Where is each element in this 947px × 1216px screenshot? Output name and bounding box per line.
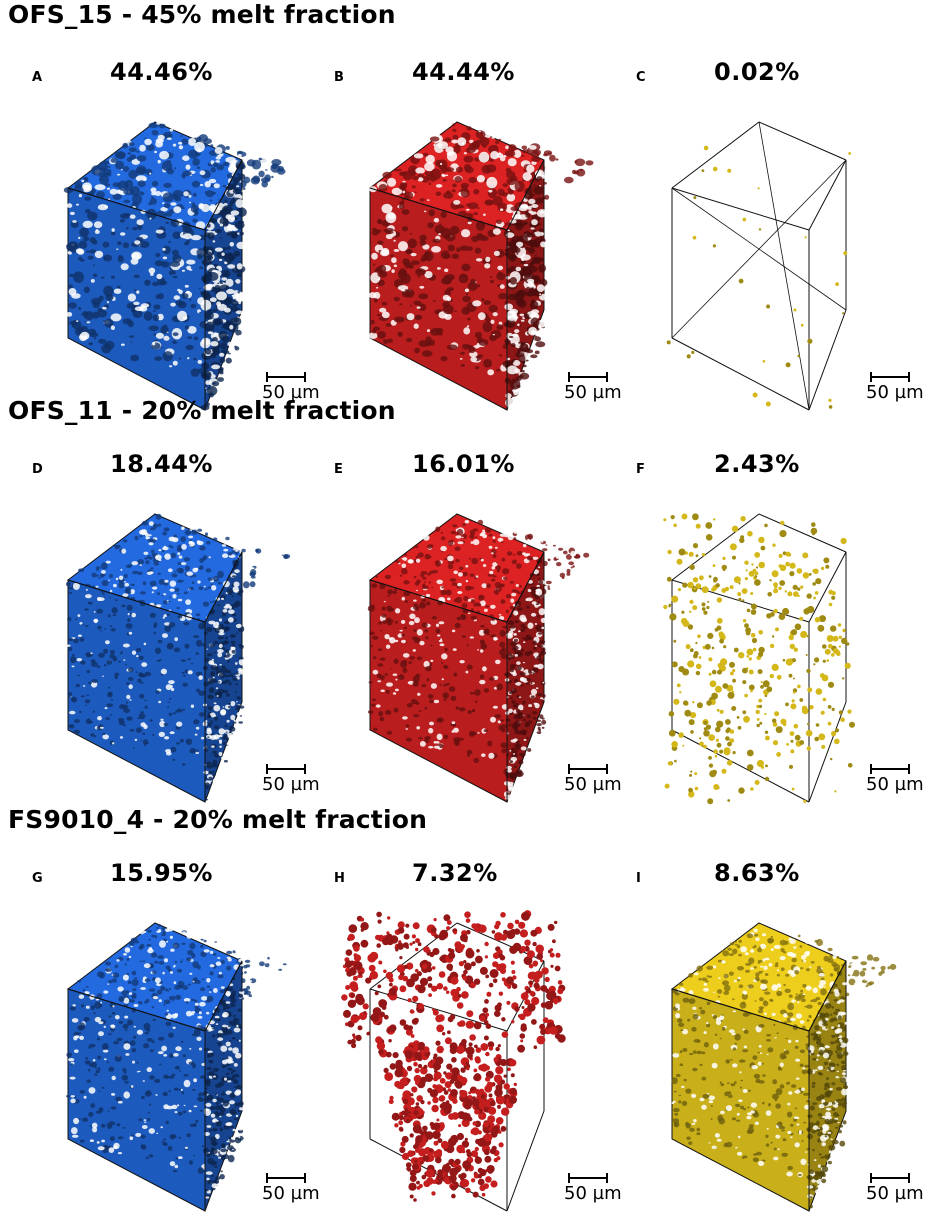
row-title-fs9010: FS9010_4 - 20% melt fraction	[8, 805, 427, 834]
cube-render-e	[312, 452, 612, 807]
cube-render-a	[10, 60, 310, 415]
scale-bar-line	[870, 376, 910, 378]
panel-letter: B	[334, 70, 344, 85]
panel-g: G 15.95% 50 µm	[10, 861, 310, 1216]
scale-bar-line	[266, 768, 306, 770]
panel-h: H 7.32% 50 µm	[312, 861, 612, 1216]
scale-bar-line	[568, 376, 608, 378]
cube-render-d	[10, 452, 310, 807]
cube-render-h	[312, 861, 612, 1216]
scale-bar-label: 50 µm	[564, 382, 622, 403]
phase-percentage: 44.44%	[412, 58, 515, 86]
panel-e: E 16.01% 50 µm	[312, 452, 612, 807]
cube-wireframe	[672, 122, 846, 410]
cube-render-g	[10, 861, 310, 1216]
panel-i: I 8.63% 50 µm	[614, 861, 914, 1216]
phase-percentage: 18.44%	[110, 450, 213, 478]
scale-bar-line	[266, 1177, 306, 1179]
phase-percentage: 7.32%	[412, 859, 498, 887]
scale-bar-label: 50 µm	[564, 774, 622, 795]
scale-bar: 50 µm	[866, 1171, 926, 1216]
scale-bar-label: 50 µm	[564, 1183, 622, 1204]
scale-bar-line	[870, 768, 910, 770]
panel-f: F 2.43% 50 µm	[614, 452, 914, 807]
scale-bar-line	[568, 768, 608, 770]
panel-letter: E	[334, 462, 343, 477]
phase-particles	[341, 910, 566, 1202]
panel-letter: F	[636, 462, 645, 477]
phase-percentage: 15.95%	[110, 859, 213, 887]
scale-bar-line	[870, 1177, 910, 1179]
panel-d: D 18.44% 50 µm	[10, 452, 310, 807]
row-title-ofs15: OFS_15 - 45% melt fraction	[8, 0, 396, 29]
phase-percentage: 44.46%	[110, 58, 213, 86]
scale-bar-label: 50 µm	[262, 1183, 320, 1204]
scale-bar-line	[266, 376, 306, 378]
panel-letter: C	[636, 70, 646, 85]
phase-percentage: 8.63%	[714, 859, 800, 887]
panel-letter: H	[334, 871, 345, 886]
scale-bar: 50 µm	[866, 762, 926, 807]
row-title-ofs11: OFS_11 - 20% melt fraction	[8, 396, 396, 425]
phase-percentage: 2.43%	[714, 450, 800, 478]
cube-render-c	[614, 60, 914, 415]
scale-bar-label: 50 µm	[866, 382, 924, 403]
phase-percentage: 0.02%	[714, 58, 800, 86]
scale-bar-label: 50 µm	[866, 774, 924, 795]
phase-particles	[667, 146, 851, 409]
scale-bar-label: 50 µm	[262, 774, 320, 795]
panel-b: B 44.44% 50 µm	[312, 60, 612, 415]
cube-render-f	[614, 452, 914, 807]
panel-letter: A	[32, 70, 42, 85]
panel-letter: D	[32, 462, 43, 477]
panel-letter: I	[636, 871, 641, 886]
panel-c: C 0.02% 50 µm	[614, 60, 914, 415]
panel-letter: G	[32, 871, 43, 886]
phase-particles	[663, 513, 855, 804]
phase-percentage: 16.01%	[412, 450, 515, 478]
scale-bar-line	[568, 1177, 608, 1179]
scale-bar-label: 50 µm	[866, 1183, 924, 1204]
cube-render-i	[614, 861, 914, 1216]
panel-a: A 44.46% 50 µm	[10, 60, 310, 415]
cube-render-b	[312, 60, 612, 415]
scale-bar: 50 µm	[866, 370, 926, 415]
